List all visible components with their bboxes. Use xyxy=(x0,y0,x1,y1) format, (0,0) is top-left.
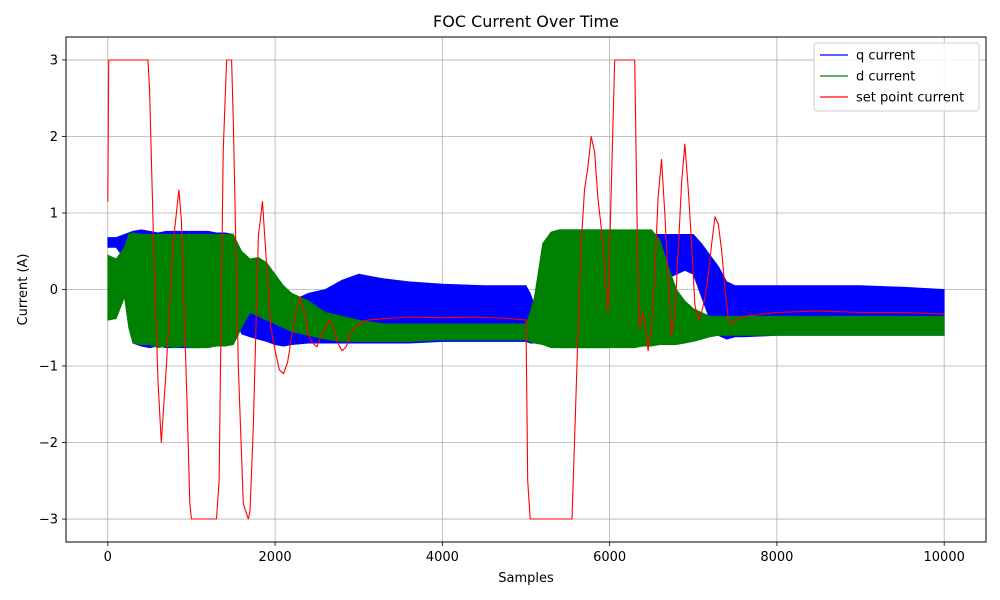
x-tick-label: 6000 xyxy=(593,550,626,565)
y-tick-label: −2 xyxy=(39,436,58,451)
d-current-band xyxy=(107,229,945,349)
y-tick-label: 0 xyxy=(50,283,58,298)
plot-area xyxy=(107,59,945,520)
legend-box xyxy=(813,42,980,112)
x-tick-label: 0 xyxy=(104,550,112,565)
legend-label: d current xyxy=(856,70,915,85)
x-tick-label: 10000 xyxy=(924,550,965,565)
y-tick-label: 3 xyxy=(50,53,58,68)
y-axis-label: Current (A) xyxy=(16,254,31,326)
y-tick-label: 2 xyxy=(50,130,58,145)
y-tick-label: −3 xyxy=(39,513,58,528)
x-tick-label: 2000 xyxy=(259,550,292,565)
chart-title: FOC Current Over Time xyxy=(433,12,619,31)
legend-label: q current xyxy=(856,49,915,64)
legend-label: set point current xyxy=(856,91,964,106)
set-point-current-line xyxy=(107,59,945,520)
legend: q current d current set point current xyxy=(813,42,980,112)
y-tick-label: 1 xyxy=(50,206,58,221)
x-tick-label: 4000 xyxy=(426,550,459,565)
x-tick-label: 8000 xyxy=(760,550,793,565)
x-axis-label: Samples xyxy=(498,571,554,586)
y-tick-label: −1 xyxy=(39,360,58,375)
axis-ticks: 0 2000 4000 6000 8000 10000 −3 −2 −1 0 1 2 3 xyxy=(39,53,965,565)
